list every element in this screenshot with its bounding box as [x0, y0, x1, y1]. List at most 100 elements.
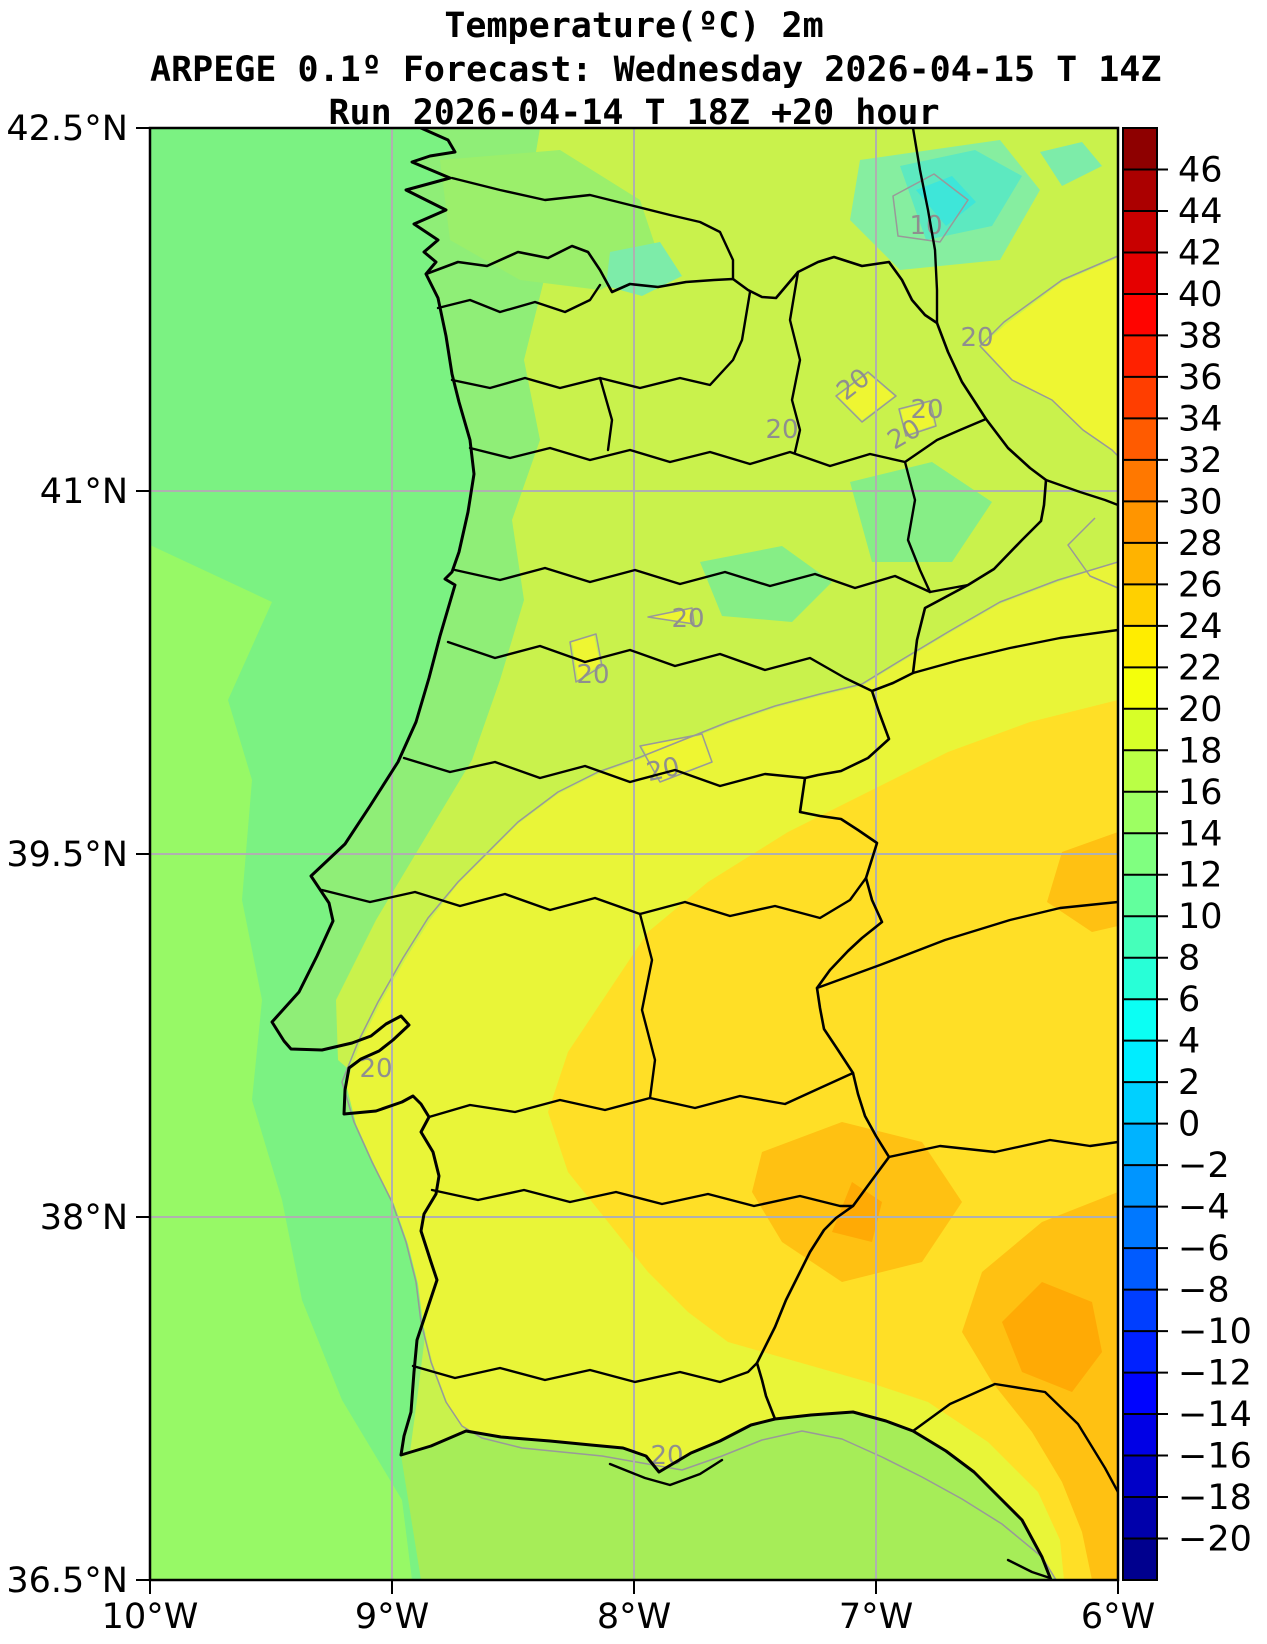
contour-20c-main [341, 561, 1118, 1580]
lat-tick-label: 38°N [40, 1198, 128, 1238]
colorbar-tick-label: 42 [1178, 233, 1223, 273]
colorbar-segment [1123, 916, 1157, 959]
colorbar-segment [1123, 293, 1157, 337]
colorbar-segment [1123, 210, 1157, 254]
colorbar-tick-label: −12 [1178, 1354, 1252, 1394]
band-24-26-se [962, 1192, 1118, 1580]
colorbar-segment [1123, 1206, 1157, 1249]
contour-20c-ne [979, 255, 1118, 457]
colorbar-tick-label: 6 [1178, 980, 1200, 1020]
contour-label: 20 [576, 660, 609, 690]
colorbar-tick-label: −6 [1178, 1229, 1230, 1269]
contour-label: 10 [909, 211, 942, 241]
colorbar-tick-label: −16 [1178, 1437, 1252, 1477]
colorbar-segment [1123, 1538, 1157, 1581]
colorbar-segment [1123, 584, 1157, 627]
lon-tick-label: 10°W [102, 1597, 199, 1637]
colorbar-tick-label: 10 [1178, 897, 1223, 937]
colorbar-tick-label: 16 [1178, 773, 1223, 813]
colorbar-segment [1123, 418, 1157, 461]
contour-10c-loop [892, 173, 969, 243]
warm-pocket-c [642, 736, 710, 780]
lon-tick-label: 6°W [1081, 1597, 1155, 1637]
colorbar-segment [1123, 128, 1157, 171]
colorbar-segment [1123, 1040, 1157, 1083]
cool-patch-teal2 [606, 242, 682, 296]
district-boundaries [320, 128, 1118, 1580]
colorbar-segment [1123, 1497, 1157, 1540]
colorbar-segment [1123, 1289, 1157, 1332]
cool-patch-teal3 [1040, 142, 1102, 186]
colorbar-segment [1123, 252, 1157, 295]
contour-20c-loop-c [639, 733, 713, 783]
colorbar-segment [1123, 1414, 1157, 1457]
colorbar-segment [1123, 1082, 1157, 1125]
contour-20c-loop-b [569, 633, 603, 683]
warm-pocket-e [901, 403, 934, 434]
lat-tick-label: 42.5°N [6, 109, 128, 149]
band-26-28-core1 [1002, 1282, 1102, 1392]
colorbar-segment [1123, 1248, 1157, 1291]
colorbar-segment [1123, 791, 1157, 834]
colorbar-tick-label: 34 [1178, 399, 1223, 439]
colorbar-tick-label: 30 [1178, 482, 1223, 522]
colorbar-segment [1123, 667, 1157, 710]
cool-patch-green4 [850, 462, 992, 562]
colorbar-tick-label: 22 [1178, 648, 1223, 688]
contour-20c-loop-a [835, 371, 897, 423]
colorbar-tick-label: −20 [1178, 1520, 1252, 1560]
lat-tick-label: 39.5°N [6, 835, 128, 875]
colorbar-tick-label: 36 [1178, 358, 1223, 398]
cool-patch-teal-core [916, 176, 976, 226]
colorbar-tick-label: 14 [1178, 814, 1223, 854]
colorbar-segment [1123, 625, 1157, 668]
colorbar-segment [1123, 376, 1157, 419]
colorbar-segment [1123, 542, 1157, 585]
lon-tick-label: 9°W [355, 1597, 429, 1637]
colorbar-segment [1123, 750, 1157, 793]
contour-label: 20 [765, 415, 798, 445]
warm-pocket-a [838, 374, 894, 420]
colorbar-tick-label: 38 [1178, 316, 1223, 356]
colorbar-tick-label: 26 [1178, 565, 1223, 605]
colorbar-segment [1123, 957, 1157, 1000]
colorbar-tick-label: 28 [1178, 524, 1223, 564]
colorbar-segment [1123, 1372, 1157, 1415]
colorbar-segment [1123, 1123, 1157, 1166]
colorbar-tick-label: 12 [1178, 856, 1223, 896]
colorbar-segment [1123, 874, 1157, 917]
lon-tick-label: 8°W [597, 1597, 671, 1637]
contour-label: 20 [359, 1054, 392, 1084]
warm-pocket-d [650, 609, 692, 623]
lat-tick-label: 36.5°N [6, 1561, 128, 1601]
colorbar-tick-label: −4 [1178, 1188, 1230, 1228]
contour-label: 20 [910, 395, 943, 425]
colorbar-tick-label: 8 [1178, 939, 1200, 979]
band-26-28-core2 [832, 1182, 882, 1242]
warm-pocket-b [572, 636, 600, 680]
cool-patch-galicia [440, 150, 660, 290]
contour-20c-loop-e [898, 400, 937, 437]
colorbar-segment [1123, 1331, 1157, 1374]
colorbar-tick-label: −2 [1178, 1146, 1230, 1186]
colorbar-segment [1123, 833, 1157, 876]
colorbar-tick-label: −8 [1178, 1271, 1230, 1311]
colorbar-segment [1123, 708, 1157, 751]
chart-subtitle-run: Run 2026-04-14 T 18Z +20 hour [328, 93, 940, 133]
colorbar-tick-label: −18 [1178, 1478, 1252, 1518]
colorbar-tick-label: 32 [1178, 441, 1223, 481]
colorbar-segment [1123, 335, 1157, 378]
colorbar: 4644424038363432302826242220181614121086… [1122, 127, 1252, 1581]
colorbar-tick-label: 4 [1178, 1022, 1200, 1062]
colorbar-tick-label: 2 [1178, 1063, 1200, 1103]
colorbar-segment [1123, 459, 1157, 502]
colorbar-segment [1123, 501, 1157, 544]
colorbar-tick-label: 20 [1178, 690, 1223, 730]
colorbar-tick-label: 18 [1178, 731, 1223, 771]
colorbar-outline [1122, 127, 1158, 1581]
contour-20c-loop-d [647, 607, 695, 625]
ocean-south [401, 1413, 1050, 1580]
lat-tick-label: 41°N [40, 472, 128, 512]
